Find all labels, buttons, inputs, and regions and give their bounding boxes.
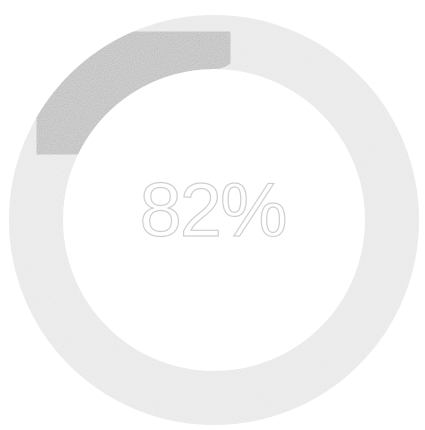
progress-ring-fill [25, 15, 241, 172]
